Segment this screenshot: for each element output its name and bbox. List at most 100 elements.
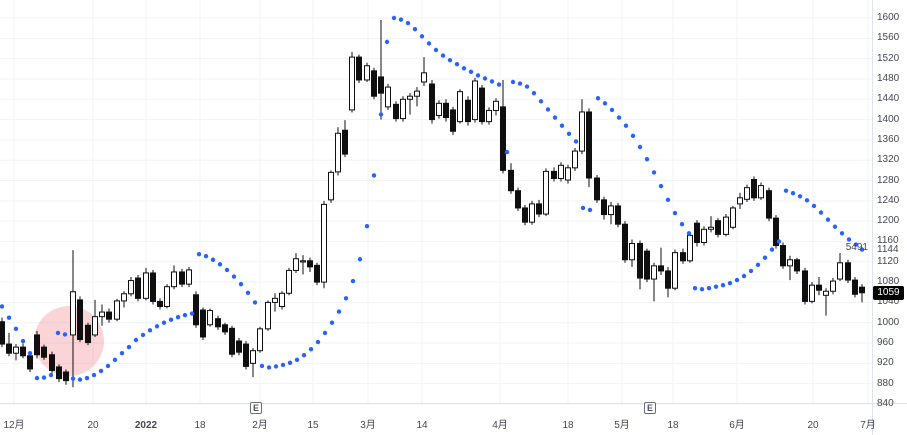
time-tick-label: 18 (562, 420, 574, 431)
candle-down (802, 270, 808, 302)
psar-dot (378, 112, 384, 117)
candle-up (414, 90, 420, 97)
psar-dot (609, 107, 615, 113)
candle-down (20, 346, 26, 357)
price-axis[interactable]: 1600 1560 1520 1480 1440 1400 1360 1320 1280 1240… (873, 0, 907, 409)
time-tick-label: 2022 (134, 420, 158, 431)
candle-up (737, 197, 743, 205)
psar-dot (182, 312, 188, 318)
psar-dot (189, 311, 195, 316)
candle-up (723, 216, 729, 235)
psar-dot (644, 156, 650, 162)
candle-down (601, 199, 607, 216)
candle-down (522, 207, 528, 223)
candle-down (429, 83, 435, 121)
candle-up (114, 300, 120, 320)
candle-up (265, 301, 271, 330)
candle-down (443, 102, 449, 119)
psar-dot (245, 290, 251, 295)
psar-dot (720, 282, 726, 288)
psar-dot (706, 286, 712, 291)
psar-dot (776, 239, 782, 244)
psar-dot (140, 332, 146, 338)
candle-down (465, 99, 471, 123)
candle-down (77, 299, 83, 340)
psar-dot (384, 39, 390, 45)
candle-down (500, 106, 506, 171)
psar-dot (126, 344, 132, 350)
candle-up (837, 262, 843, 280)
time-tick-label: 5月 (614, 420, 630, 431)
candle-down (773, 217, 779, 247)
price-tick-label: 1280 (877, 174, 900, 186)
psar-dot (84, 375, 90, 381)
psar-dot (679, 222, 685, 227)
candle-up (744, 187, 750, 200)
earnings-marker[interactable]: E (250, 402, 262, 414)
candle-up (486, 109, 492, 123)
candle-down (450, 109, 456, 132)
psar-dot (517, 81, 523, 86)
psar-dot (797, 194, 803, 199)
candle-down (658, 265, 664, 272)
psar-dot (343, 296, 349, 301)
time-axis[interactable]: 12月 20 2022 18 2月 15 3月 14 4月 18 5月 18 6月 20 7月 (0, 404, 875, 435)
candle-down (236, 340, 242, 353)
price-tick-label: 1040 (877, 296, 900, 308)
psar-dot (762, 255, 768, 260)
price-tick-label: 1600 (877, 12, 900, 23)
psar-dot (804, 198, 810, 203)
psar-dot (538, 99, 544, 104)
psar-dot (112, 357, 118, 363)
candle-up (565, 167, 571, 181)
psar-dot (154, 324, 160, 329)
psar-dot (559, 123, 565, 128)
psar-dot (34, 375, 40, 381)
candle-down (852, 279, 858, 295)
psar-dot (70, 376, 76, 381)
psar-dot (105, 363, 111, 369)
psar-dot (573, 139, 579, 144)
candle-down (41, 346, 47, 358)
candle-down (0, 321, 5, 345)
psar-dot (846, 237, 852, 242)
psar-dot (595, 96, 601, 101)
psar-dot (748, 268, 754, 274)
psar-dot (350, 278, 356, 284)
psar-dot (266, 365, 272, 370)
time-tick-label: 15 (307, 420, 319, 431)
psar-dot (0, 304, 5, 309)
time-tick-label: 20 (87, 420, 99, 431)
candle-up (672, 252, 678, 289)
candle-up (730, 207, 736, 228)
candle-up (121, 293, 127, 302)
candle-up (293, 258, 299, 271)
psar-dot (818, 210, 824, 215)
candle-up (349, 56, 355, 111)
psar-dot (210, 257, 216, 262)
candle-down (586, 111, 592, 179)
candle-up (286, 269, 292, 294)
psar-dot (419, 34, 425, 39)
candle-down (715, 220, 721, 235)
candle-down (63, 371, 69, 382)
candle-up (787, 259, 793, 267)
candle-down (229, 327, 235, 355)
psar-dot (637, 144, 643, 150)
candle-up (436, 102, 442, 117)
candle-down (307, 260, 313, 268)
psar-dot (27, 351, 33, 356)
psar-dot (545, 107, 551, 112)
psar-dot (280, 362, 286, 368)
psar-dot (77, 377, 83, 382)
candle-down (200, 309, 206, 338)
candle-up (70, 291, 76, 336)
candle-up (701, 228, 707, 243)
earnings-marker[interactable]: E (644, 402, 656, 414)
psar-dot (371, 173, 377, 178)
price-tick-label: 960 (877, 337, 894, 349)
candle-up (186, 269, 192, 285)
psar-dot (727, 280, 733, 286)
